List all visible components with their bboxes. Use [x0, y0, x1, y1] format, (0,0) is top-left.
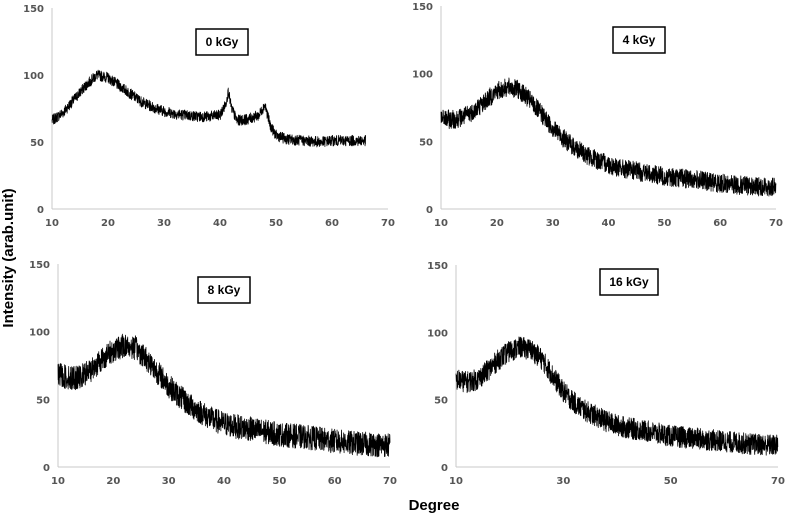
diffraction-trace — [440, 77, 777, 197]
chart-panel-1: 0 50 100 150 10 20 30 40 50 60 70 0 kGy — [23, 4, 395, 229]
y-tick-label: 0 — [43, 463, 50, 474]
x-tick-label: 30 — [162, 476, 176, 487]
x-tick-label: 10 — [51, 476, 65, 487]
y-axis-label: Intensity (arab.unit) — [0, 188, 17, 327]
panel-label-box — [599, 268, 659, 296]
panel-label-box — [195, 28, 249, 56]
x-tick-label: 10 — [45, 218, 59, 229]
y-tick-label: 0 — [37, 205, 44, 216]
x-tick-label: 60 — [713, 218, 727, 229]
x-tick-label: 30 — [157, 218, 171, 229]
panel-label-box — [197, 276, 251, 304]
x-tick-label: 20 — [490, 218, 504, 229]
x-tick-label: 70 — [771, 476, 785, 487]
panel-label: 0 kGy — [206, 35, 239, 49]
y-tick-label: 0 — [441, 463, 448, 474]
panel-label-box — [612, 26, 666, 54]
y-tick-label: 50 — [36, 395, 50, 406]
x-tick-label: 20 — [106, 476, 120, 487]
x-tick-label: 70 — [769, 218, 783, 229]
x-axis-label: Degree — [409, 497, 460, 514]
diffraction-trace — [51, 69, 366, 148]
y-tick-label: 150 — [29, 260, 50, 271]
diffraction-trace — [455, 336, 779, 456]
x-tick-label: 50 — [664, 476, 678, 487]
x-tick-label: 10 — [449, 476, 463, 487]
x-tick-label: 50 — [657, 218, 671, 229]
x-tick-label: 60 — [328, 476, 342, 487]
y-tick-label: 100 — [412, 70, 433, 81]
chart-panel-4: 0 50 100 150 10 30 50 70 16 kGy — [427, 261, 785, 487]
panel-label: 4 kGy — [623, 33, 656, 47]
x-tick-label: 40 — [217, 476, 231, 487]
x-tick-label: 50 — [272, 476, 286, 487]
chart-panel-3: 0 50 100 150 10 20 30 40 50 60 70 8 kGy — [29, 260, 397, 487]
x-tick-label: 60 — [325, 218, 339, 229]
y-tick-label: 150 — [412, 2, 433, 13]
x-tick-label: 70 — [383, 476, 397, 487]
panel-label: 16 kGy — [609, 275, 649, 289]
y-tick-label: 150 — [23, 4, 44, 15]
x-tick-label: 40 — [213, 218, 227, 229]
x-tick-label: 50 — [269, 218, 283, 229]
chart-panel-2: 0 50 100 150 10 20 30 40 50 60 70 4 kGy — [412, 2, 783, 229]
y-tick-label: 100 — [29, 328, 50, 339]
y-tick-label: 50 — [434, 396, 448, 407]
x-tick-label: 30 — [556, 476, 570, 487]
y-tick-label: 50 — [419, 137, 433, 148]
y-tick-label: 0 — [426, 205, 433, 216]
panel-label: 8 kGy — [208, 283, 241, 297]
y-tick-label: 100 — [427, 328, 448, 339]
diffraction-trace — [57, 333, 391, 458]
x-tick-label: 10 — [434, 218, 448, 229]
x-tick-label: 70 — [381, 218, 395, 229]
x-tick-label: 30 — [546, 218, 560, 229]
y-tick-label: 150 — [427, 261, 448, 272]
x-tick-label: 40 — [602, 218, 616, 229]
y-tick-label: 50 — [30, 138, 44, 149]
x-tick-label: 20 — [101, 218, 115, 229]
y-tick-label: 100 — [23, 71, 44, 82]
